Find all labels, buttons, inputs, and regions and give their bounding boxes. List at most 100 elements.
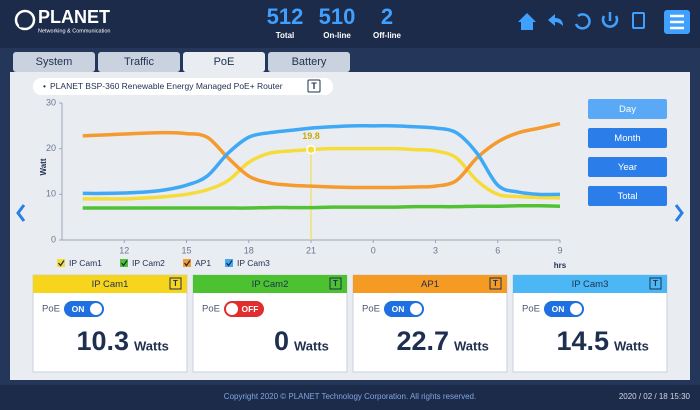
stat-value: 2	[381, 4, 393, 29]
poe-label: PoE	[362, 304, 380, 315]
prev-arrow[interactable]	[16, 204, 26, 222]
power-unit: Watts	[294, 338, 329, 353]
poe-switch-label[interactable]: OFF	[242, 304, 259, 314]
card-badge	[169, 277, 182, 290]
card-title: IP Cam2	[252, 279, 289, 290]
legend-label[interactable]: IP Cam3	[237, 258, 270, 268]
poe-label: PoE	[202, 304, 220, 315]
y-tick-label: 0	[51, 234, 56, 244]
tab[interactable]	[268, 52, 350, 72]
tab[interactable]	[98, 52, 180, 72]
poe-switch-label[interactable]: ON	[72, 304, 85, 314]
log-icon[interactable]	[632, 12, 645, 29]
power-value: 0	[274, 326, 289, 356]
x-axis-label: hrs	[554, 261, 567, 270]
card-title: IP Cam1	[92, 279, 129, 290]
refresh-icon[interactable]	[574, 13, 591, 30]
legend-check	[57, 260, 65, 267]
back-icon[interactable]	[548, 14, 563, 26]
logo-slash	[18, 12, 30, 28]
poe-switch-label[interactable]: ON	[552, 304, 565, 314]
poe-switch-knob[interactable]	[410, 303, 422, 315]
card-header	[513, 275, 667, 293]
range-button-label[interactable]: Month	[614, 133, 640, 144]
range-button[interactable]	[588, 157, 667, 177]
card-badge-text: T	[173, 279, 178, 288]
tab[interactable]	[13, 52, 95, 72]
brand: PLANET	[38, 7, 110, 27]
tab[interactable]	[183, 52, 265, 72]
poe-switch-label[interactable]: ON	[392, 304, 405, 314]
title-badge	[307, 79, 321, 93]
range-button[interactable]	[588, 128, 667, 148]
x-tick-label: 18	[244, 245, 254, 255]
poe-label: PoE	[522, 304, 540, 315]
legend-swatch	[183, 259, 191, 267]
x-tick-label: 3	[433, 245, 438, 255]
legend-swatch	[57, 259, 65, 267]
range-button[interactable]	[588, 186, 667, 206]
range-button[interactable]	[588, 99, 667, 119]
stat-label: Total	[276, 31, 295, 40]
legend-label[interactable]: AP1	[195, 258, 211, 268]
x-tick-label: 6	[495, 245, 500, 255]
legend-check	[225, 260, 233, 267]
x-tick-label: 0	[371, 245, 376, 255]
poe-label: PoE	[42, 304, 60, 315]
power-unit: Watts	[614, 338, 649, 353]
range-button-label[interactable]: Total	[617, 191, 637, 202]
next-arrow[interactable]	[674, 204, 684, 222]
legend-swatch	[225, 259, 233, 267]
menu-lines[interactable]	[670, 14, 684, 30]
header-icons[interactable]	[518, 10, 690, 34]
y-tick-label: 30	[46, 97, 56, 107]
card-title: IP Cam3	[572, 279, 609, 290]
card-badge-text: T	[333, 279, 338, 288]
poe-switch-knob[interactable]	[226, 303, 238, 315]
card-badge-text: T	[493, 279, 498, 288]
title-pill	[33, 78, 333, 95]
y-axis-label: Watt	[39, 158, 48, 175]
home-icon[interactable]	[518, 13, 536, 30]
footer-bar	[0, 385, 700, 410]
stat-value: 512	[267, 4, 304, 29]
legend-label[interactable]: IP Cam1	[69, 258, 102, 268]
tab-label[interactable]: System	[36, 56, 73, 68]
power-unit: Watts	[134, 338, 169, 353]
legend-check	[183, 260, 191, 267]
legend-label[interactable]: IP Cam2	[132, 258, 165, 268]
card-header	[353, 275, 507, 293]
x-tick-label: 15	[181, 245, 191, 255]
series-line	[82, 146, 561, 201]
marker-label: 19.8	[302, 131, 320, 141]
card-header	[193, 275, 347, 293]
tab-label[interactable]: PoE	[214, 56, 235, 68]
power-icon[interactable]	[601, 12, 619, 28]
bullet: •	[43, 81, 46, 91]
range-button-label[interactable]: Day	[619, 104, 636, 115]
card-badge-text: T	[653, 279, 658, 288]
power-unit: Watts	[454, 338, 489, 353]
series-line	[82, 203, 561, 210]
stat-label: On-line	[323, 31, 351, 40]
stat-value: 510	[319, 4, 356, 29]
y-tick-label: 10	[46, 189, 56, 199]
chart-title: PLANET BSP-360 Renewable Energy Managed …	[50, 81, 283, 91]
card-badge	[489, 277, 502, 290]
tab-label[interactable]: Traffic	[124, 56, 154, 68]
poe-switch-knob[interactable]	[90, 303, 102, 315]
poe-switch-knob[interactable]	[570, 303, 582, 315]
header-bar	[0, 0, 700, 48]
range-button-label[interactable]: Year	[618, 162, 637, 173]
power-value: 10.3	[76, 326, 129, 356]
tab-label[interactable]: Battery	[292, 56, 327, 68]
title-badge-text: T	[311, 81, 317, 91]
power-value: 14.5	[556, 326, 609, 356]
copyright: Copyright 2020 © PLANET Technology Corpo…	[224, 392, 476, 401]
power-value: 22.7	[396, 326, 449, 356]
legend-check	[120, 260, 128, 267]
card-title: AP1	[421, 279, 439, 290]
marker-point	[306, 144, 316, 155]
